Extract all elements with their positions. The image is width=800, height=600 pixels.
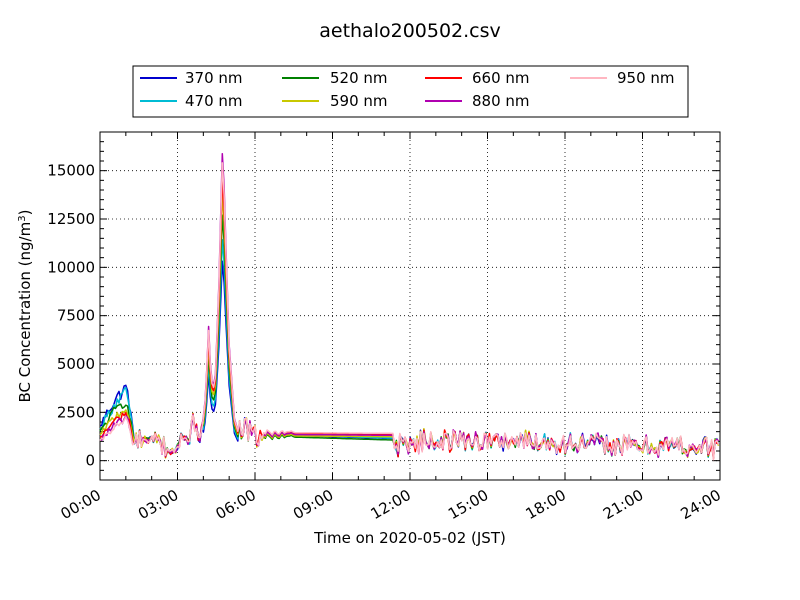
legend-label: 470 nm: [185, 92, 243, 110]
legend-label: 880 nm: [472, 92, 530, 110]
x-axis-label: Time on 2020-05-02 (JST): [313, 529, 506, 547]
y-tick-label: 15000: [47, 162, 95, 180]
legend-label: 950 nm: [617, 69, 675, 87]
y-tick-labels: 0 2500 5000 7500 10000 12500 15000: [47, 162, 95, 470]
chart-title: aethalo200502.csv: [319, 20, 501, 42]
y-tick-label: 0: [85, 452, 95, 470]
series-line: [99, 162, 720, 461]
series-lines: [99, 152, 720, 461]
legend-box: [132, 65, 689, 118]
legend-label: 370 nm: [185, 69, 243, 87]
y-tick-label: 10000: [47, 258, 95, 276]
legend-label: 590 nm: [330, 92, 388, 110]
y-axis-label-main: BC Concentration (ng/m: [16, 222, 34, 403]
y-axis-label-close: ): [16, 210, 34, 216]
y-tick-label: 7500: [57, 307, 95, 325]
y-axis-label-sup: 3: [17, 215, 28, 221]
legend-label: 520 nm: [330, 69, 388, 87]
legend: 370 nm 470 nm 520 nm 590 nm 660 nm 880 nm 950 …: [132, 65, 689, 118]
y-tick-label: 5000: [57, 355, 95, 373]
legend-label: 660 nm: [472, 69, 530, 87]
y-axis-label: BC Concentration (ng/m3): [16, 210, 34, 403]
y-tick-label: 12500: [47, 210, 95, 228]
gridlines: [100, 132, 720, 480]
axis-ticks: [99, 132, 721, 480]
plot-area: [99, 131, 721, 481]
y-tick-label: 2500: [57, 403, 95, 421]
